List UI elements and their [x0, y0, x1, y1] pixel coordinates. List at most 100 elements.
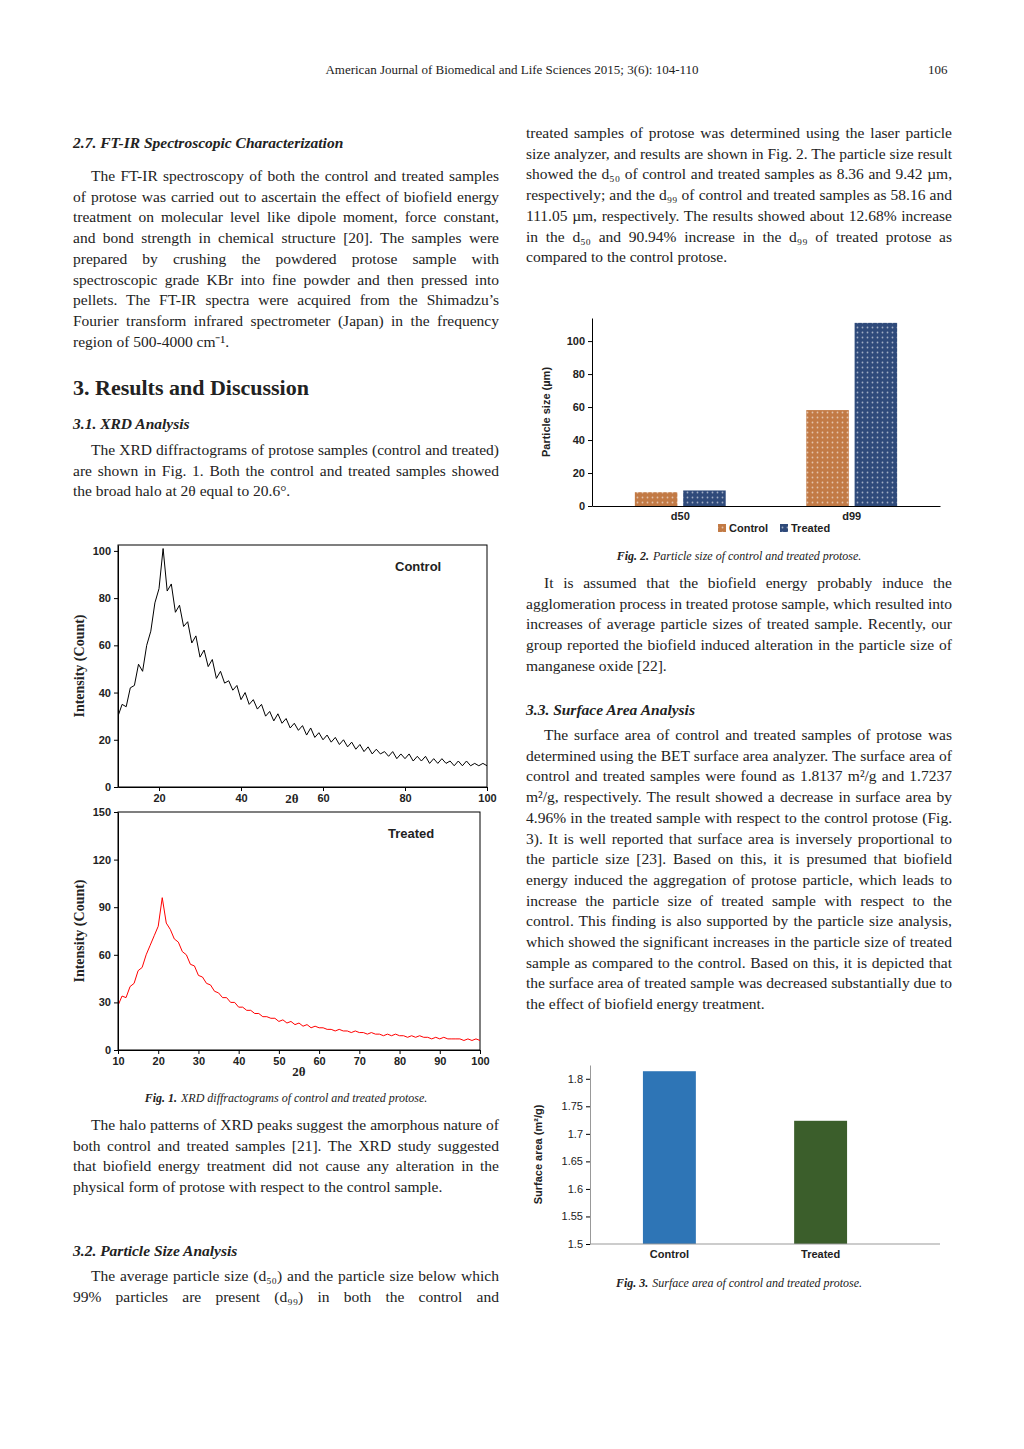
x-axis-line	[119, 787, 488, 788]
tick: 60	[573, 401, 592, 413]
tick: 1.65	[562, 1155, 590, 1167]
figure-caption: Fig. 3. Surface area of control and treat…	[526, 1276, 952, 1291]
x-axis: Control Treated	[650, 1244, 840, 1260]
tick-mark	[487, 787, 488, 791]
section-heading: 3.1. XRD Analysis	[73, 414, 499, 435]
tick: 80	[573, 368, 592, 380]
tick-label: 0	[579, 500, 585, 512]
tick-mark	[118, 1050, 119, 1054]
paragraph: The average particle size (d₅₀) and the …	[73, 1266, 499, 1307]
tick-mark	[586, 1161, 590, 1162]
section-heading: 3.3. Surface Area Analysis	[526, 700, 952, 721]
tick-mark	[588, 473, 592, 474]
tick-mark	[279, 1050, 280, 1054]
tick-mark	[114, 787, 118, 788]
tick: 40	[99, 687, 118, 699]
bar	[643, 1071, 696, 1244]
tick: 0	[579, 500, 592, 512]
tick-mark	[114, 598, 118, 599]
tick: 80	[99, 592, 118, 604]
tick: 90	[434, 1050, 446, 1067]
tick: 20	[99, 734, 118, 746]
tick-mark	[114, 955, 118, 956]
tick-mark	[114, 1050, 118, 1051]
tick-mark	[114, 693, 118, 694]
tick: 30	[193, 1050, 205, 1067]
paragraph: The XRD diffractograms of protose sample…	[73, 440, 499, 502]
legend-label: Control	[729, 522, 768, 534]
tick-mark	[480, 1050, 481, 1054]
bar	[635, 492, 678, 506]
tick-label: d50	[671, 510, 690, 522]
y-axis-line	[118, 813, 119, 1051]
tick-mark	[586, 1216, 590, 1217]
tick: 100	[471, 1050, 489, 1067]
tick-label: 1.8	[568, 1073, 583, 1085]
tick-label: 1.55	[562, 1210, 583, 1222]
tick-mark	[588, 374, 592, 375]
tick: 0	[105, 1044, 118, 1056]
tick-mark	[114, 740, 118, 741]
tick: 40	[235, 787, 247, 804]
caption-label: Fig. 2.	[617, 549, 649, 563]
paragraph: The FT-IR spectroscopy of both the contr…	[73, 166, 499, 352]
plot-area	[118, 549, 487, 766]
tick-label: Treated	[801, 1248, 840, 1260]
running-header: American Journal of Biomedical and Life …	[0, 62, 1024, 78]
tick-mark	[359, 1050, 360, 1054]
tick-label: 20	[153, 792, 165, 804]
tick-mark	[114, 860, 118, 861]
tick-label: 50	[273, 1055, 285, 1067]
tick: 40	[233, 1050, 245, 1067]
bar	[806, 410, 849, 506]
axis-title: Intensity (Count)	[72, 614, 88, 717]
tick-label: 100	[478, 792, 496, 804]
tick-label: 10	[112, 1055, 124, 1067]
tick-label: 40	[235, 792, 247, 804]
tick-label: 40	[99, 687, 111, 699]
tick-label: 20	[573, 467, 585, 479]
paragraph: The halo patterns of XRD peaks suggest t…	[73, 1115, 499, 1198]
tick-mark	[586, 1134, 590, 1135]
tick-label: 60	[99, 639, 111, 651]
x-axis-line	[590, 1244, 940, 1245]
tick: 0	[105, 781, 118, 793]
tick: 1.55	[562, 1210, 590, 1222]
tick: 60	[99, 639, 118, 651]
caption-label: Fig. 3.	[616, 1276, 648, 1290]
legend-label: Treated	[791, 522, 830, 534]
tick-mark	[241, 787, 242, 791]
tick-mark	[323, 787, 324, 791]
caption-text: Surface area of control and treated prot…	[652, 1276, 862, 1290]
tick-label: 1.65	[562, 1155, 583, 1167]
tick-mark	[586, 1244, 590, 1245]
section-heading: 3.2. Particle Size Analysis	[73, 1241, 499, 1262]
tick-label: 90	[434, 1055, 446, 1067]
tick: 20	[153, 787, 165, 804]
paragraph: treated samples of protose was determine…	[526, 123, 952, 268]
tick-label: 80	[394, 1055, 406, 1067]
y-axis: 0306090120150	[93, 806, 119, 1056]
tick-label: d99	[842, 510, 861, 522]
tick-label: 150	[93, 806, 111, 818]
tick-mark	[158, 1050, 159, 1054]
plot-frame	[118, 812, 480, 1050]
x-axis-line	[119, 1050, 481, 1051]
bar	[683, 490, 726, 506]
tick: 1.5	[568, 1238, 590, 1250]
tick-label: 100	[93, 545, 111, 557]
tick-mark	[114, 551, 118, 552]
bar	[855, 323, 898, 506]
tick-mark	[588, 440, 592, 441]
plot-area	[118, 898, 480, 1041]
tick-label: 100	[471, 1055, 489, 1067]
tick: 1.75	[562, 1100, 590, 1112]
tick-mark	[114, 645, 118, 646]
tick: 1.8	[568, 1073, 590, 1085]
tick-label: 0	[105, 781, 111, 793]
figures: 20406080100020406080100Control2θIntensit…	[0, 0, 1024, 1449]
y-axis-line	[118, 546, 119, 788]
tick-label: 80	[573, 368, 585, 380]
tick: Control	[650, 1244, 689, 1260]
section-heading: 2.7. FT-IR Spectroscopic Characterizatio…	[73, 133, 499, 154]
